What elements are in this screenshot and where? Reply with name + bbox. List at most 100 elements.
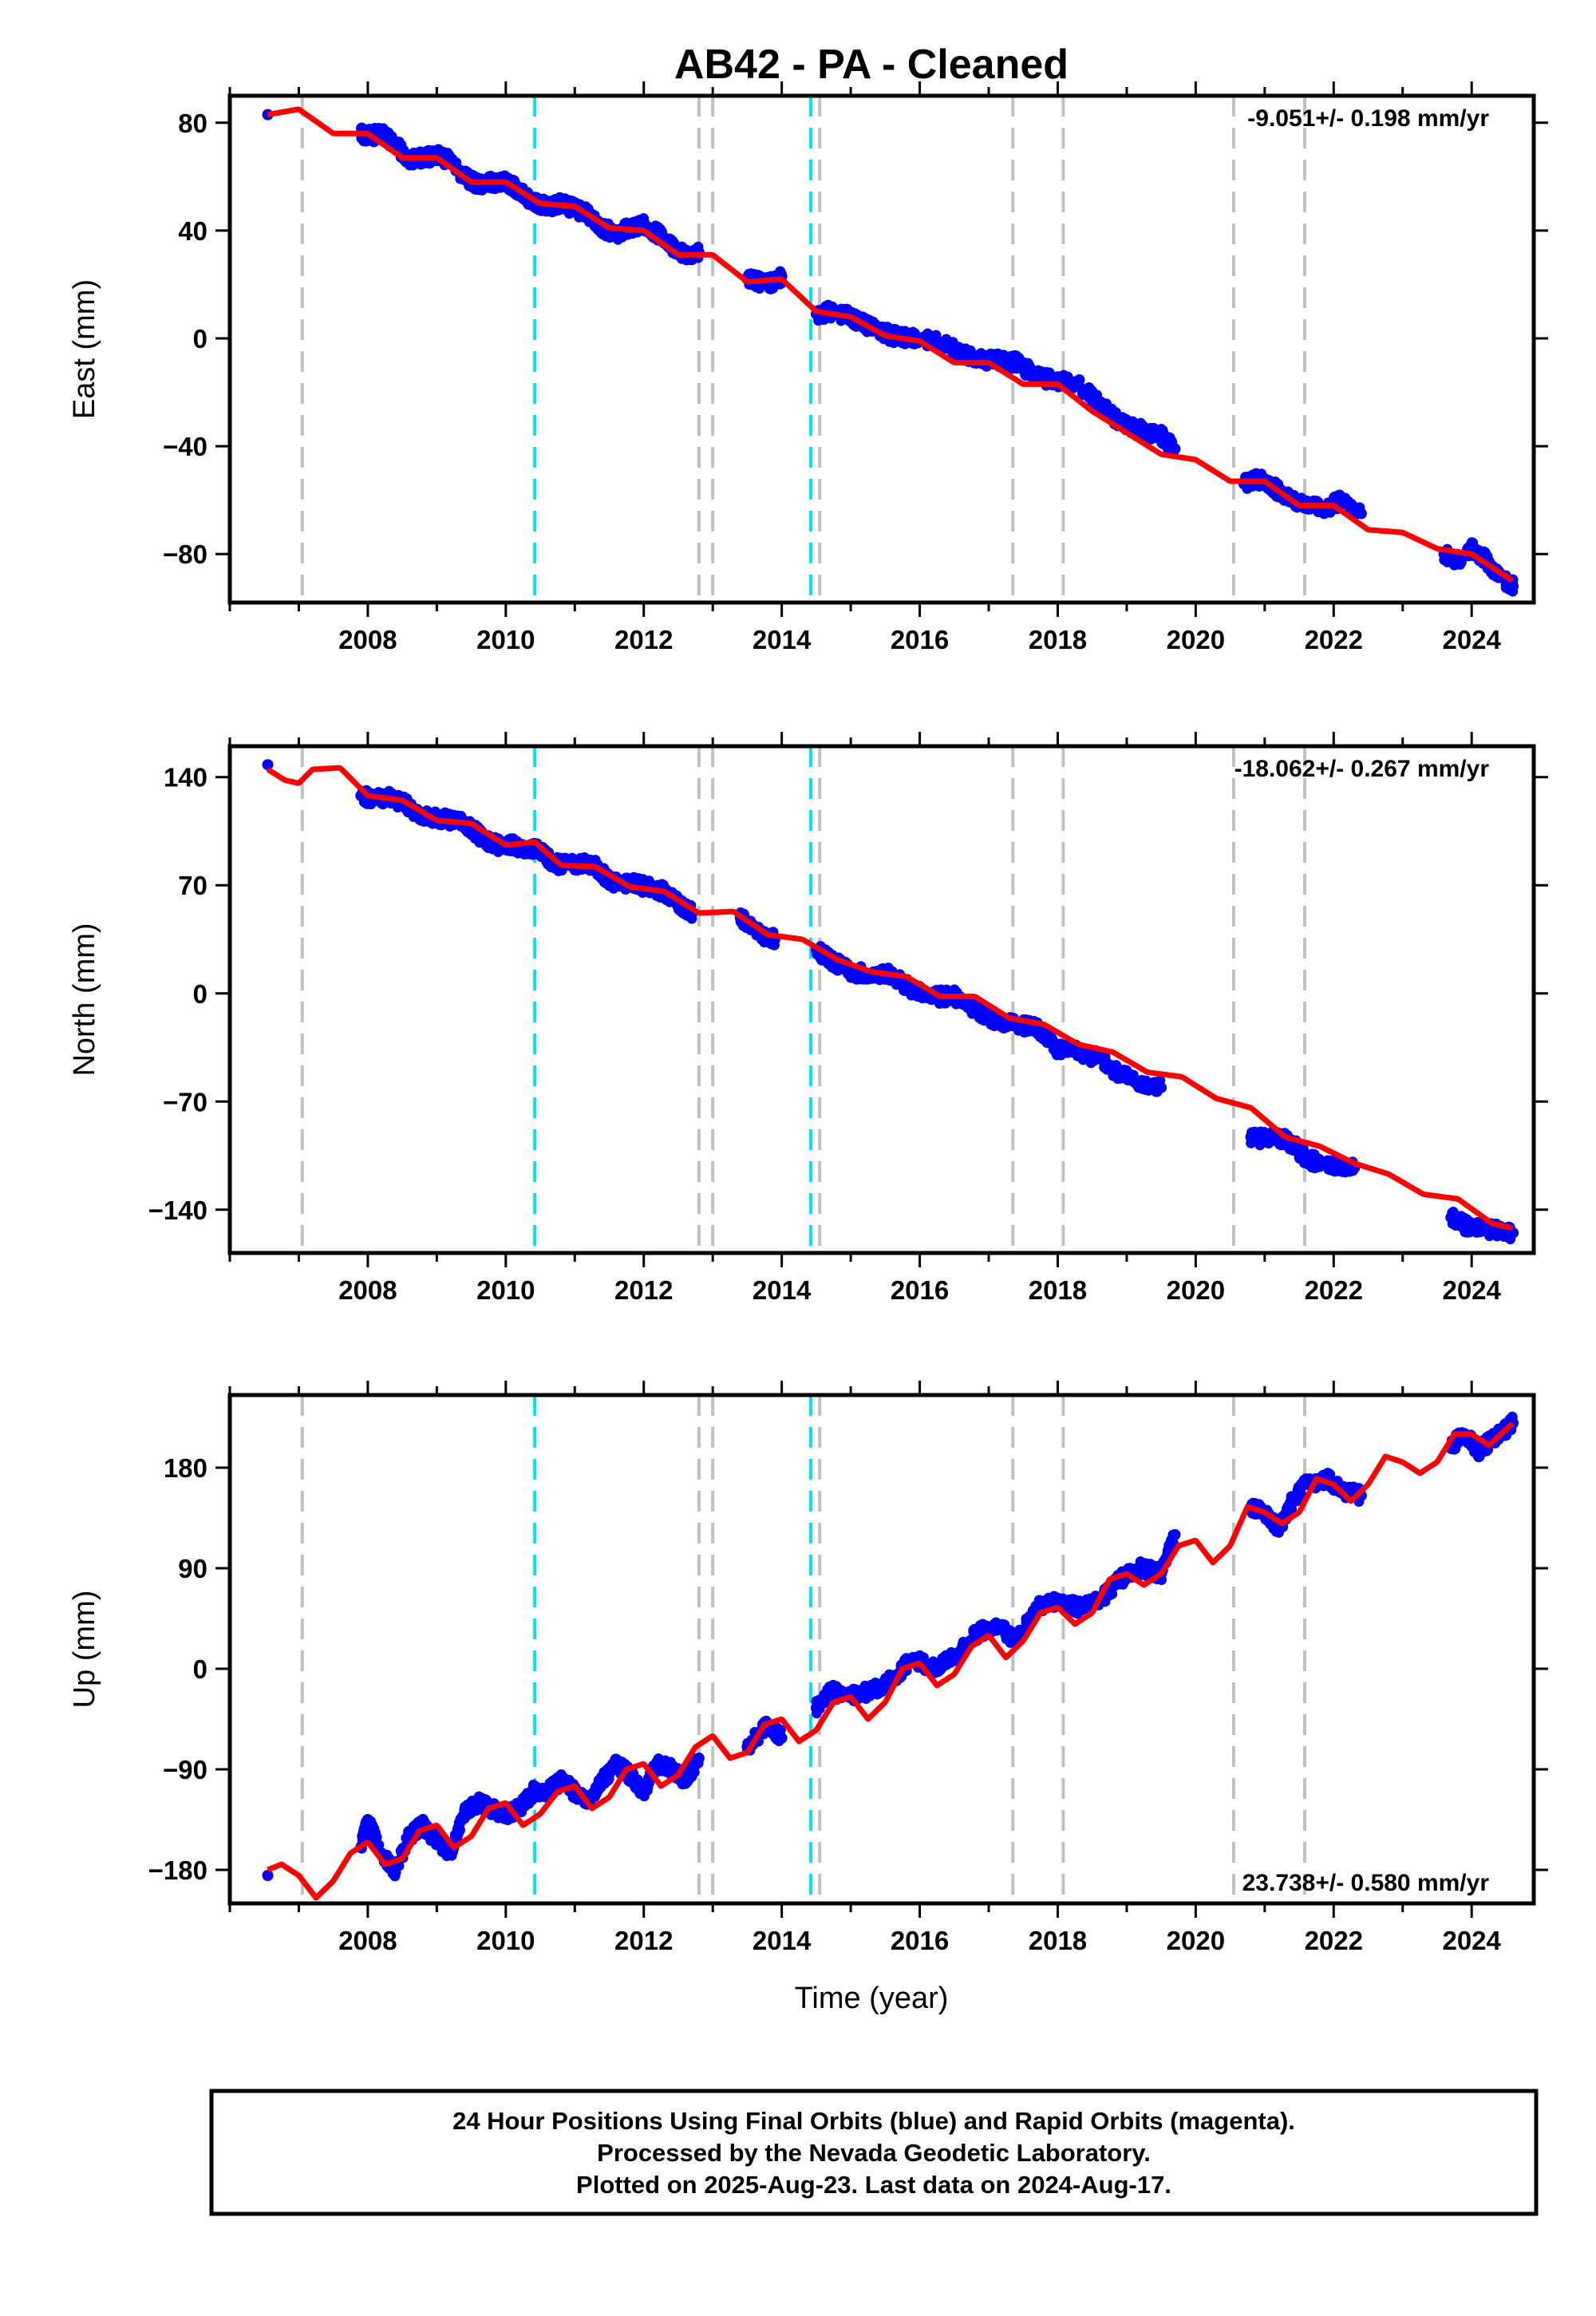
north-data-point — [1085, 1057, 1096, 1069]
east-x-tick-label: 2012 — [614, 625, 673, 654]
up-data-point — [1163, 1539, 1175, 1551]
footer-line-2: Processed by the Nevada Geodetic Laborat… — [597, 2139, 1151, 2167]
north-data-point — [1263, 1138, 1274, 1149]
up-data-point — [1473, 1452, 1484, 1463]
east-data-point — [589, 221, 600, 232]
north-x-tick-label: 2010 — [476, 1275, 535, 1305]
up-data-point — [812, 1701, 824, 1713]
up-rate-label: 23.738+/- 0.580 mm/yr — [1242, 1870, 1490, 1896]
north-data-point — [1016, 1022, 1027, 1033]
chart-title: AB42 - PA - Cleaned — [674, 41, 1069, 88]
north-data-point — [1250, 1127, 1262, 1138]
up-data-point — [627, 1775, 638, 1786]
north-data-point — [1053, 1048, 1065, 1059]
footer-line-1: 24 Hour Positions Using Final Orbits (bl… — [452, 2107, 1295, 2135]
east-panel: 2008 2010 2012 2014 2016 2018 2020 2022 20248040… — [68, 81, 1548, 654]
east-data-point — [1096, 396, 1107, 407]
north-data-point — [1265, 1128, 1276, 1139]
up-data-point — [1043, 1592, 1054, 1603]
up-y-tick-label: 0 — [193, 1654, 207, 1684]
up-x-tick-label: 2014 — [753, 1926, 812, 1955]
north-data-point — [1460, 1227, 1471, 1238]
east-data-point — [815, 313, 826, 324]
up-data-point — [867, 1687, 878, 1698]
up-data-point — [940, 1650, 951, 1661]
north-data-point — [855, 974, 866, 985]
north-y-tick-label: 140 — [164, 763, 207, 792]
up-data-point — [829, 1687, 840, 1698]
up-data-point — [685, 1767, 697, 1778]
east-x-tick-label: 2010 — [476, 625, 535, 654]
north-data-point — [1474, 1224, 1485, 1235]
north-data-point — [1308, 1152, 1319, 1163]
north-y-tick-label: −140 — [148, 1196, 207, 1225]
up-y-tick-label: 180 — [164, 1453, 207, 1483]
north-x-tick-label: 2020 — [1167, 1275, 1225, 1305]
up-x-tick-label: 2008 — [338, 1926, 397, 1955]
up-data-point — [365, 1816, 377, 1827]
north-x-tick-label: 2022 — [1305, 1275, 1363, 1305]
up-data-point — [990, 1617, 1001, 1628]
up-data-point — [446, 1850, 457, 1861]
east-data-point — [827, 301, 838, 312]
east-data-point — [1156, 424, 1167, 435]
east-x-tick-label: 2018 — [1029, 625, 1087, 654]
north-data-point — [1128, 1071, 1139, 1082]
east-data-point — [764, 283, 775, 294]
up-data-point — [690, 1754, 701, 1765]
up-data-point — [357, 1832, 368, 1844]
north-data-point — [768, 939, 780, 951]
up-data-point — [602, 1774, 613, 1785]
north-data-point — [1118, 1069, 1129, 1081]
up-data-point — [589, 1791, 600, 1802]
north-data-point — [899, 985, 910, 996]
east-data-point — [1146, 428, 1157, 439]
north-data-point — [1448, 1207, 1459, 1218]
east-data-point — [1349, 504, 1360, 516]
east-data-point — [1454, 556, 1465, 567]
up-data-point — [1014, 1624, 1025, 1635]
east-y-tick-label: 80 — [178, 109, 207, 138]
north-data-point — [1063, 1047, 1074, 1058]
up-data-point — [516, 1807, 527, 1818]
north-data-point — [1342, 1164, 1353, 1175]
east-x-tick-label: 2024 — [1442, 625, 1501, 654]
up-y-tick-label: 90 — [178, 1554, 207, 1583]
north-data-point — [1077, 1049, 1088, 1060]
up-x-tick-label: 2010 — [476, 1926, 535, 1955]
east-data-point — [1077, 387, 1088, 398]
east-data-point — [1439, 555, 1450, 566]
east-frame — [227, 93, 1536, 605]
up-data-point — [491, 1808, 502, 1819]
east-data-point — [1136, 421, 1148, 433]
up-data-point — [859, 1683, 870, 1694]
east-data-point — [978, 350, 990, 361]
east-data-point — [1162, 440, 1173, 451]
north-x-tick-label: 2008 — [338, 1275, 397, 1305]
up-data-point — [557, 1773, 568, 1784]
east-data-point — [597, 229, 608, 240]
north-x-tick-label: 2016 — [891, 1275, 949, 1305]
north-data-point — [466, 829, 477, 840]
east-data-point — [1242, 483, 1253, 494]
north-data-point — [970, 1000, 982, 1011]
up-data-point — [772, 1734, 783, 1745]
north-y-tick-label: 70 — [178, 871, 207, 900]
north-y-axis-label: North (mm) — [68, 923, 101, 1076]
north-data-point — [1460, 1219, 1472, 1230]
north-data-point — [1101, 1064, 1112, 1075]
east-data-point — [393, 136, 405, 148]
north-data-point — [917, 993, 928, 1004]
up-data-point — [1294, 1488, 1306, 1500]
east-y-axis-label: East (mm) — [68, 279, 101, 419]
up-data-point — [433, 1840, 444, 1851]
east-data-point — [745, 268, 757, 279]
up-data-point — [417, 1813, 429, 1824]
up-data-point — [369, 1832, 381, 1843]
up-data-point — [977, 1618, 988, 1630]
east-data-point — [1013, 356, 1025, 367]
east-data-point — [949, 349, 960, 360]
up-x-tick-label: 2024 — [1442, 1926, 1501, 1955]
north-y-tick-label: −70 — [163, 1087, 207, 1117]
north-data-point — [610, 881, 622, 892]
